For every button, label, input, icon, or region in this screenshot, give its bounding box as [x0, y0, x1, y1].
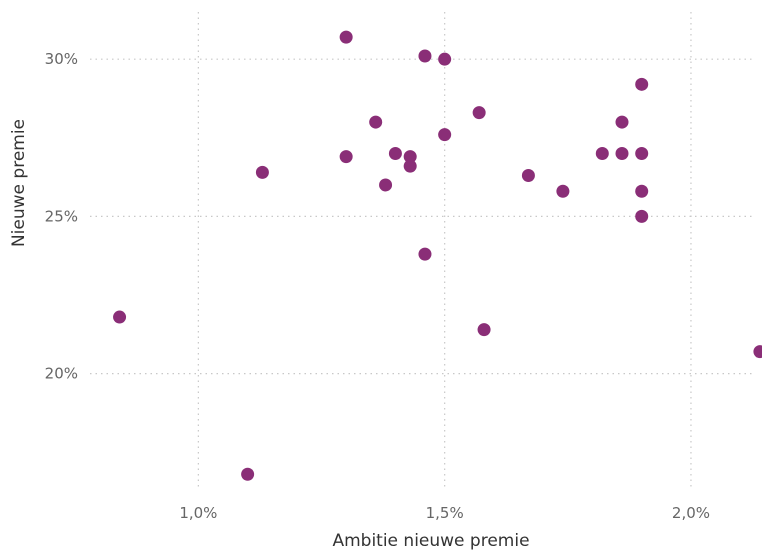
x-axis-title: Ambitie nieuwe premie [332, 531, 529, 551]
scatter-point[interactable] [615, 115, 629, 129]
scatter-point[interactable] [369, 115, 383, 129]
scatter-point[interactable] [635, 77, 649, 91]
y-tick-label: 20% [45, 365, 78, 383]
scatter-point[interactable] [418, 247, 432, 261]
scatter-point[interactable] [753, 345, 762, 359]
scatter-point[interactable] [255, 165, 269, 179]
scatter-point[interactable] [403, 159, 417, 173]
scatter-point[interactable] [635, 209, 649, 223]
scatter-point[interactable] [418, 49, 432, 63]
scatter-point[interactable] [339, 150, 353, 164]
y-tick-label: 30% [45, 50, 78, 68]
scatter-point[interactable] [403, 150, 417, 164]
scatter-point[interactable] [556, 184, 570, 198]
scatter-point[interactable] [477, 323, 491, 337]
scatter-point[interactable] [379, 178, 393, 192]
scatter-point[interactable] [521, 169, 535, 183]
scatter-point[interactable] [113, 310, 127, 324]
x-tick-label: 1,0% [179, 504, 217, 522]
scatter-point[interactable] [635, 184, 649, 198]
x-tick-label: 2,0% [672, 504, 710, 522]
scatter-point[interactable] [339, 30, 353, 44]
scatter-point[interactable] [241, 467, 255, 481]
y-axis-title: Nieuwe premie [9, 119, 29, 247]
scatter-point[interactable] [438, 128, 452, 142]
data-points [113, 30, 762, 481]
scatter-point[interactable] [635, 147, 649, 161]
axis-ticks: 1,0% 1,5% 2,0% 20% 25% 30% [45, 50, 710, 522]
scatter-point[interactable] [595, 147, 609, 161]
x-tick-label: 1,5% [426, 504, 464, 522]
scatter-point[interactable] [388, 147, 402, 161]
y-tick-label: 25% [45, 207, 78, 225]
scatter-point[interactable] [472, 106, 486, 120]
scatter-point[interactable] [438, 52, 452, 66]
scatter-point[interactable] [615, 147, 629, 161]
gridlines [90, 12, 755, 490]
